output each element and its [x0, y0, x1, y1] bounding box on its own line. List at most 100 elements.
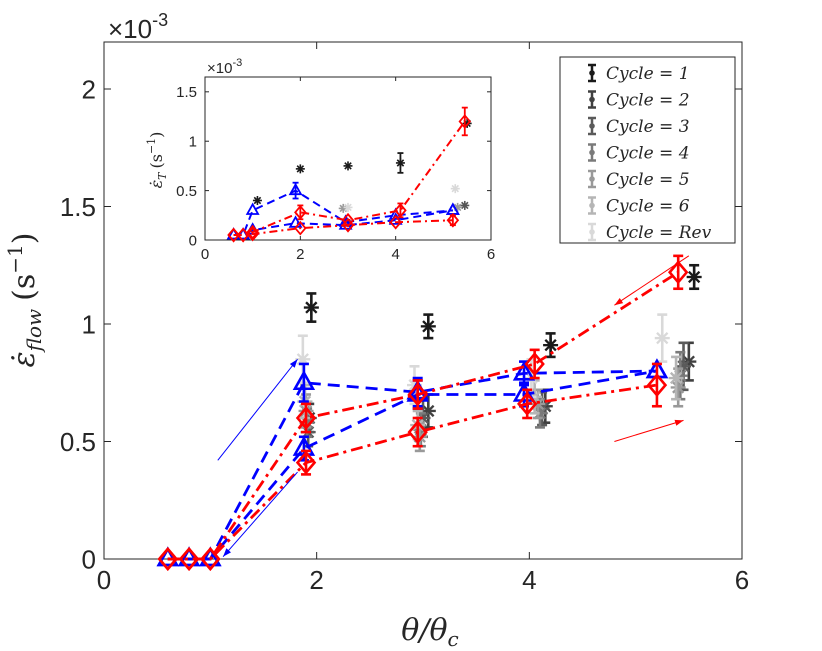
blue-series-triangle-point	[288, 182, 303, 196]
y-tick-label: 0.5	[176, 183, 197, 200]
gray-series-point	[654, 330, 670, 346]
y-tick-label: 0	[189, 232, 197, 249]
gray-series-point	[343, 202, 353, 212]
inset-y-axis-title: ε̇T(s−1)	[145, 132, 169, 189]
legend-label: Cycle = 6	[606, 197, 690, 217]
legend-label: Cycle = 5	[606, 170, 690, 190]
main-plot-frame	[103, 41, 743, 560]
legend-entry: Cycle = 2	[588, 90, 690, 111]
red-series-diamond-point	[227, 227, 240, 243]
gray-series-point	[460, 200, 470, 210]
gray-series-point	[343, 161, 353, 171]
red-series-diamond-point	[394, 202, 407, 218]
legend-label: Cycle = 1	[606, 64, 690, 84]
legend-entry: Cycle = 5	[588, 169, 690, 190]
x-tick-label: 4	[522, 565, 536, 595]
red-series-diamond-point	[517, 391, 538, 416]
red-series-diamond-point	[341, 212, 355, 228]
x-tick-label: 6	[487, 246, 495, 263]
gray-series-point	[668, 370, 684, 386]
y-tick-label: 1	[82, 309, 96, 339]
y-tick-label: 0	[82, 544, 96, 574]
red-series-errorbar	[651, 362, 662, 408]
blue-series-triangle-point	[512, 360, 536, 381]
main-plot-layer: 0 2 4 6 0 0.5 1 1.5 2	[60, 42, 749, 595]
direction-arrow	[614, 419, 684, 442]
blue-series-triangle-point	[512, 381, 536, 402]
legend-marker-icon	[589, 176, 595, 182]
legend-entry: Cycle = 4	[588, 143, 690, 164]
red-series-diamond-point	[407, 382, 428, 407]
red-series-diamond-point	[667, 260, 689, 285]
red-series-diamond-point	[446, 212, 460, 228]
red-series-diamond-point	[407, 420, 428, 445]
red-series-diamond-point	[246, 224, 259, 240]
red-series-diamond-point	[236, 227, 250, 243]
x-tick-label: 2	[309, 565, 323, 595]
y-tick-label: 2	[82, 74, 96, 104]
red-series-diamond-point	[295, 450, 317, 475]
legend-marker-icon	[589, 149, 595, 156]
red-series-diamond-point	[157, 546, 179, 572]
red-series-diamond-point	[178, 546, 200, 572]
legend-marker-icon	[589, 202, 595, 209]
gray-series-point	[295, 164, 305, 174]
blue-series-triangle-point	[177, 546, 201, 567]
red-series-diamond-point	[294, 204, 307, 220]
red-series-diamond-point	[341, 217, 355, 233]
direction-arrow	[614, 255, 690, 306]
blue-series-triangle-point	[156, 546, 180, 567]
red-series-diamond-point	[246, 226, 259, 242]
red-lower-line	[167, 383, 658, 561]
red-series-diamond-point	[294, 220, 307, 236]
blue-series-triangle-point	[199, 546, 222, 567]
red-series-diamond-point	[458, 114, 472, 129]
legend-box	[559, 56, 736, 244]
blue-series-triangle-point	[292, 370, 316, 391]
gray-series-point	[303, 300, 319, 316]
direction-arrow	[222, 471, 298, 557]
gray-series-point	[395, 158, 405, 168]
inset-y-multiplier-label: ×10-3	[207, 57, 242, 77]
legend-label: Cycle = 3	[606, 117, 690, 137]
y-tick-label: 0.5	[60, 427, 96, 457]
gray-series-point	[420, 318, 436, 334]
x-tick-label: 0	[201, 246, 209, 263]
y-multiplier-label: ×10-3	[108, 10, 168, 44]
legend-marker-icon	[589, 70, 595, 76]
red-series-diamond-point	[646, 373, 668, 398]
y-tick-label: 1.5	[176, 84, 197, 101]
y-axis-title: ε̇flow(s−1)	[3, 233, 46, 368]
legend-marker-icon	[589, 123, 595, 129]
red-series-diamond-point	[389, 214, 402, 230]
legend-label: Cycle = 4	[606, 144, 690, 164]
legend: Cycle = 1 Cycle = 2 Cycle = 3 Cycle = 4 Cycl…	[559, 56, 736, 244]
legend-label: Cycle = Rev	[606, 223, 712, 243]
x-tick-label: 4	[391, 246, 399, 263]
gray-series-point	[686, 269, 702, 285]
x-tick-label: 0	[97, 565, 111, 595]
red-series-errorbar	[461, 106, 468, 137]
x-tick-label: 6	[735, 565, 749, 595]
blue-series-triangle-point	[226, 227, 241, 240]
gray-series-point	[252, 195, 262, 205]
blue-series-triangle-point	[245, 202, 260, 215]
y-tick-label: 1.5	[60, 192, 96, 222]
legend-label: Cycle = 2	[606, 91, 690, 111]
gray-series-point	[450, 184, 460, 194]
legend-marker-icon	[589, 96, 595, 103]
red-lower-line	[233, 219, 453, 237]
red-series-diamond-point	[295, 405, 317, 431]
legend-entry: Cycle = Rev	[588, 222, 712, 243]
legend-entry: Cycle = 1	[588, 63, 690, 84]
gray-series-point	[543, 337, 559, 353]
y-tick-label: 1	[189, 134, 197, 151]
x-axis-title: θ/θc	[401, 613, 458, 651]
gray-series-point	[670, 379, 686, 395]
legend-entry: Cycle = 6	[588, 196, 690, 217]
x-tick-label: 2	[296, 246, 304, 263]
inset-plot-layer: 0 2 4 6 0 0.5 1 1.5	[176, 77, 495, 263]
red-series-diamond-point	[524, 351, 545, 376]
red-series-diamond-point	[200, 546, 221, 572]
